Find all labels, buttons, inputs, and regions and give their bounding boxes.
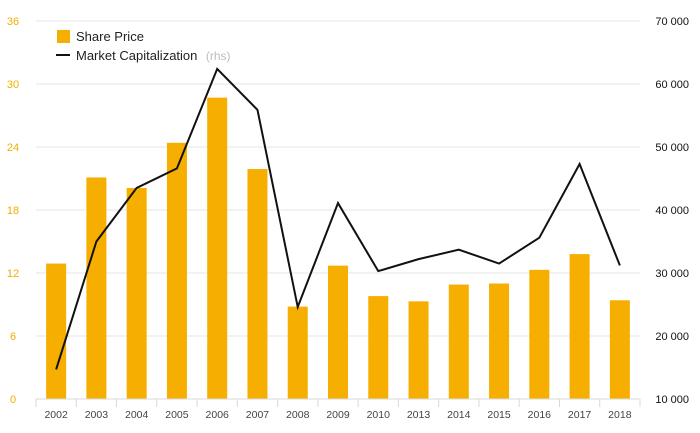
x-tick-label: 2002 bbox=[44, 409, 68, 421]
legend-label-share-price: Share Price bbox=[76, 29, 144, 44]
share-price-bar bbox=[569, 254, 590, 399]
share-price-bar bbox=[448, 284, 469, 399]
y-left-tick-label: 24 bbox=[7, 142, 19, 154]
y-right-tick-label: 10 000 bbox=[655, 394, 689, 406]
y-right-tick-label: 40 000 bbox=[655, 205, 689, 217]
market-cap-line bbox=[55, 67, 621, 370]
x-tick-label: 2004 bbox=[125, 409, 149, 421]
share-price-bar bbox=[609, 300, 630, 399]
legend-label-market-cap: Market Capitalization (rhs) bbox=[76, 47, 231, 64]
legend-swatch-share-price bbox=[57, 30, 70, 43]
y-right-tick-label: 20 000 bbox=[655, 331, 689, 343]
x-tick-label: 2007 bbox=[246, 409, 270, 421]
x-tick-label: 2013 bbox=[407, 409, 431, 421]
share-price-bar bbox=[247, 169, 268, 399]
share-price-bar bbox=[86, 177, 107, 399]
share-price-bar bbox=[408, 301, 429, 399]
x-tick-label: 2003 bbox=[85, 409, 109, 421]
x-axis: 2002 2003 2004 2005 2006 2007 2008 2009 2010 2013… bbox=[35, 398, 641, 421]
share-price-bar bbox=[166, 142, 187, 400]
x-tick-label: 2009 bbox=[326, 409, 350, 421]
y-right-tick-label: 70 000 bbox=[655, 16, 689, 28]
share-price-bar bbox=[46, 263, 67, 399]
share-price-bar bbox=[489, 283, 510, 399]
x-tick-label: 2006 bbox=[206, 409, 230, 421]
y-left-tick-label: 12 bbox=[7, 268, 19, 280]
market-cap-line-group bbox=[55, 67, 621, 370]
y-left-tick-label: 6 bbox=[10, 331, 16, 343]
y-axis-right: 10 000 20 000 30 000 40 000 50 000 60 000 70 0… bbox=[655, 16, 689, 406]
share-price-bars bbox=[46, 97, 630, 400]
y-right-tick-label: 30 000 bbox=[655, 268, 689, 280]
x-tick-label: 2015 bbox=[487, 409, 511, 421]
share-price-bar bbox=[207, 97, 228, 400]
share-price-bar bbox=[529, 269, 550, 399]
y-right-tick-label: 60 000 bbox=[655, 79, 689, 91]
legend: Share Price Market Capitalization (rhs) bbox=[56, 29, 231, 64]
x-tick-label: 2008 bbox=[286, 409, 310, 421]
x-tick-label: 2018 bbox=[608, 409, 632, 421]
x-tick-label: 2005 bbox=[165, 409, 189, 421]
legend-label-rhs-note: (rhs) bbox=[206, 49, 231, 63]
y-left-tick-label: 18 bbox=[7, 205, 19, 217]
share-price-bar bbox=[126, 187, 147, 399]
y-right-tick-label: 50 000 bbox=[655, 142, 689, 154]
x-tick-label: 2014 bbox=[447, 409, 471, 421]
x-tick-label: 2016 bbox=[528, 409, 552, 421]
share-price-bar bbox=[287, 306, 308, 399]
y-left-tick-label: 30 bbox=[7, 79, 19, 91]
x-tick-label: 2010 bbox=[367, 409, 391, 421]
legend-label-market-cap-text: Market Capitalization bbox=[76, 48, 197, 63]
x-tick-label: 2017 bbox=[568, 409, 592, 421]
share-price-bar bbox=[328, 265, 348, 399]
y-left-tick-label: 36 bbox=[7, 16, 19, 28]
y-axis-left: 0 6 12 18 24 30 36 bbox=[7, 16, 19, 406]
share-price-bar bbox=[368, 296, 389, 399]
y-left-tick-label: 0 bbox=[10, 394, 16, 406]
